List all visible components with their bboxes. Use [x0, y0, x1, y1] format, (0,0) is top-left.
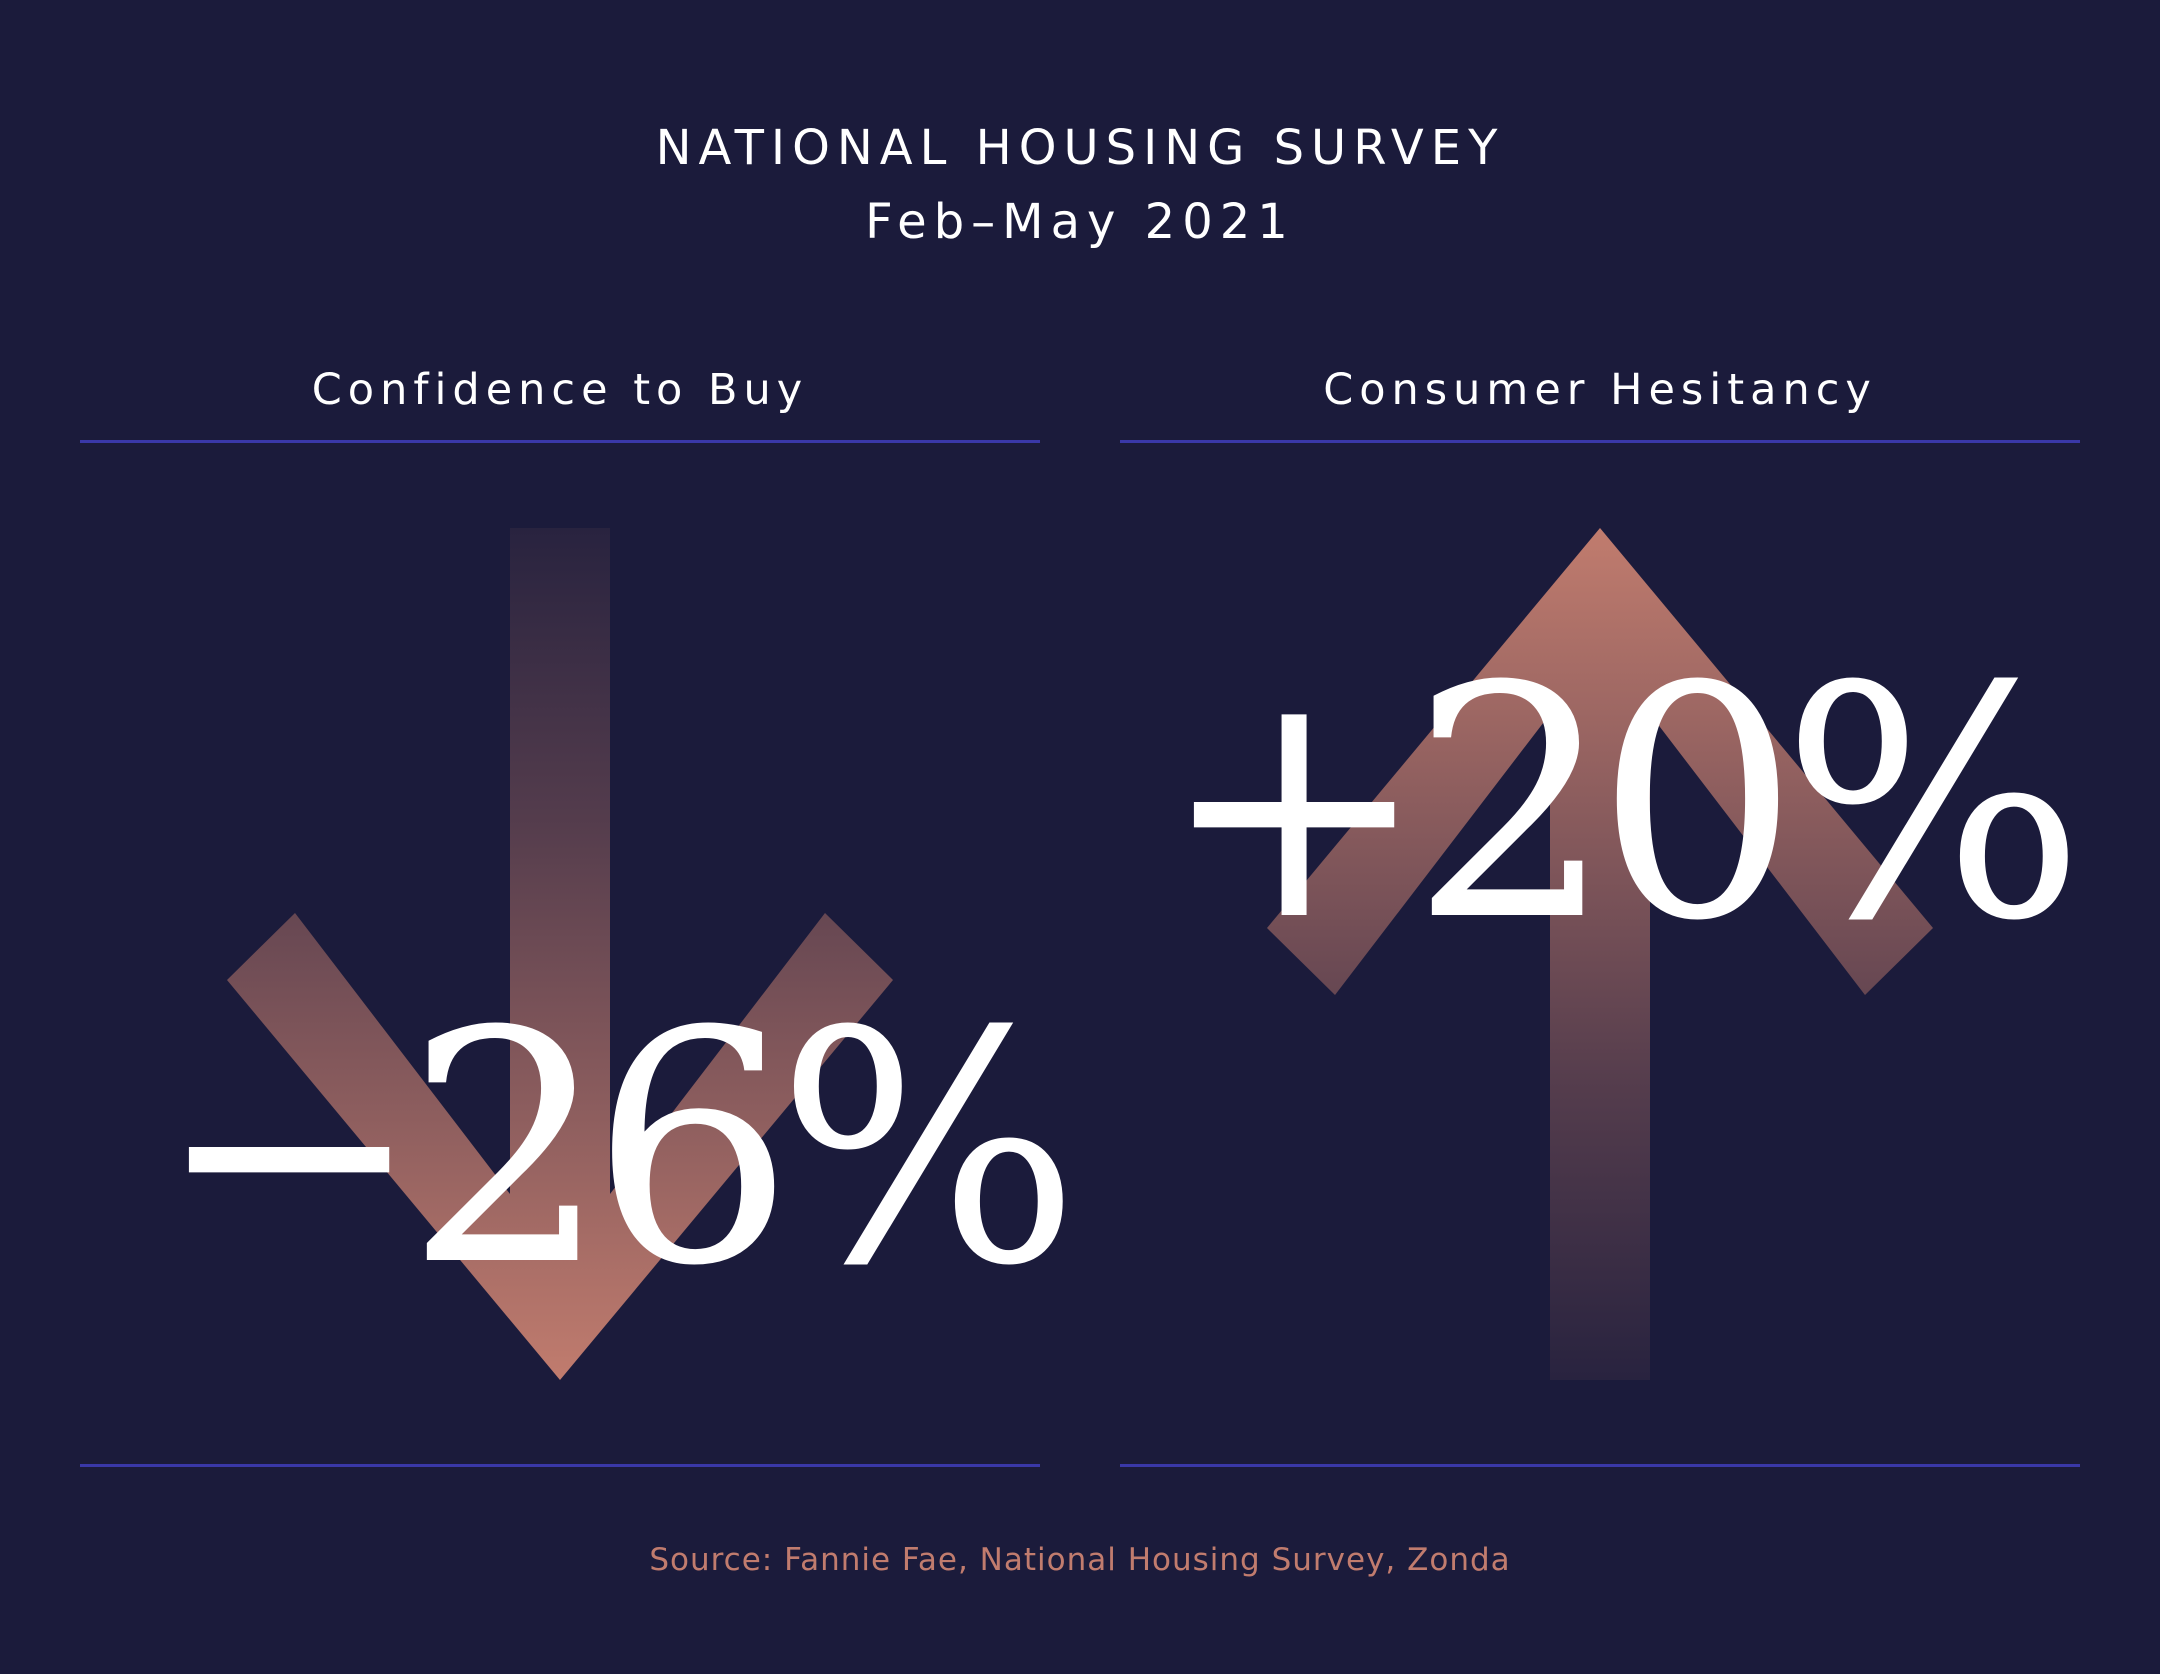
hesitancy-change-value: +20% [1160, 619, 2085, 991]
date-range-subtitle: Feb–May 2021 [865, 194, 1295, 250]
arrow-down-shape [227, 528, 893, 1380]
right-top-divider [1120, 440, 2080, 443]
consumer-hesitancy-label: Consumer Hesitancy [1323, 365, 1877, 415]
source-citation: Source: Fannie Fae, National Housing Sur… [649, 1542, 1511, 1578]
right-bottom-divider [1120, 1464, 2080, 1467]
left-bottom-divider [80, 1464, 1040, 1467]
main-title: NATIONAL HOUSING SURVEY [655, 120, 1505, 176]
arrow-up-icon [1267, 528, 1933, 1380]
confidence-change-value: −26% [155, 964, 1080, 1336]
arrow-up-shape [1267, 528, 1933, 1380]
arrow-down-icon [227, 528, 893, 1380]
confidence-to-buy-label: Confidence to Buy [311, 365, 809, 415]
left-top-divider [80, 440, 1040, 443]
